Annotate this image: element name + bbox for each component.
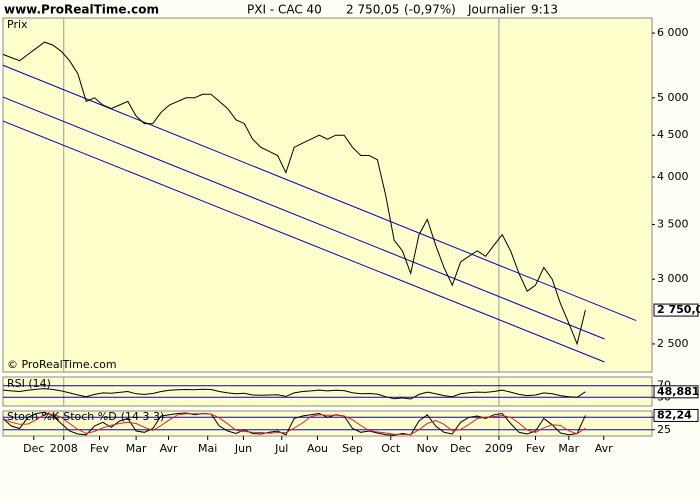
x-tick-label: Mar — [558, 442, 579, 455]
panel-title: RSI (14) — [7, 377, 51, 390]
x-tick-label: Dec — [23, 442, 44, 455]
time: 9:13 — [531, 3, 558, 17]
value-tag-box — [653, 408, 699, 422]
x-tick-label: Mai — [198, 442, 217, 455]
site: www.ProRealTime.com — [4, 3, 159, 17]
x-tick-label: 2009 — [485, 442, 513, 455]
legend-label: Stoch %K — [7, 410, 60, 423]
x-tick-label: Dec — [450, 442, 471, 455]
x-tick-label: Avr — [595, 442, 613, 455]
legend-label: Stoch %D — [63, 410, 116, 423]
channel-line — [2, 96, 605, 340]
change: (-0,97%) — [404, 3, 456, 17]
x-tick-label: Fev — [90, 442, 109, 455]
value-tag: 48,881 — [657, 385, 699, 398]
x-tick-label: Oct — [381, 442, 401, 455]
last-price: 2 750,05 — [346, 3, 399, 17]
watermark: © ProRealTime.com — [7, 358, 117, 371]
instrument: PXI - CAC 40 — [247, 3, 322, 17]
y-tick-label: 4 000 — [657, 170, 689, 183]
value-tag: 2 750,05 — [657, 303, 700, 316]
x-tick-label: Nov — [417, 442, 439, 455]
x-tick-label: Avr — [160, 442, 178, 455]
y-tick-label: 4 500 — [657, 128, 689, 141]
x-tick-label: Sep — [342, 442, 363, 455]
series-line — [2, 413, 586, 435]
value-tag-box — [653, 385, 699, 399]
y-tick-label: 3 000 — [657, 272, 689, 285]
x-tick-label: Jul — [274, 442, 288, 455]
y-tick-label: 3 500 — [657, 217, 689, 230]
value-tag: 82,24 — [657, 408, 692, 421]
panel — [2, 376, 653, 407]
x-tick-label: Jun — [234, 442, 252, 455]
y-tick-label: 6 000 — [657, 26, 689, 39]
x-tick-label: Fev — [526, 442, 545, 455]
value-tag-box — [653, 303, 699, 317]
panel-title: Prix — [7, 18, 28, 31]
x-tick-label: 2008 — [50, 442, 78, 455]
panel-params: (14 3 3) — [121, 410, 165, 423]
channel-line — [2, 120, 605, 363]
y-tick-label: 25 — [657, 423, 671, 436]
period: Journalier — [467, 3, 525, 17]
x-tick-label: Aou — [307, 442, 328, 455]
series-line — [2, 388, 586, 400]
x-tick-label: Mar — [126, 442, 147, 455]
y-tick-label: 5 000 — [657, 91, 689, 104]
panel — [2, 17, 653, 373]
series-line — [2, 41, 586, 346]
y-tick-label: 2 500 — [657, 337, 689, 350]
